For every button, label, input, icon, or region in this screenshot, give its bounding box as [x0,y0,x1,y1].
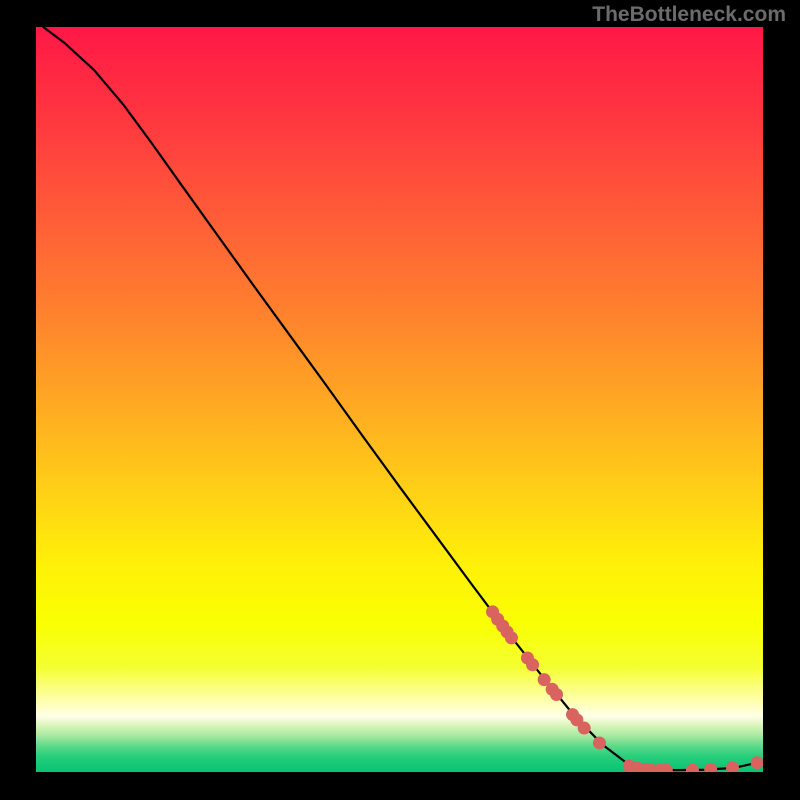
marker-dot [578,722,591,735]
plot-area [36,27,763,772]
attribution-text: TheBottleneck.com [592,3,786,27]
marker-dot [550,688,563,701]
chart-container: TheBottleneck.com [0,0,800,800]
marker-dot [751,756,763,769]
marker-dot [593,736,606,749]
marker-dot [526,658,539,671]
marker-dot [704,763,717,772]
curve-line [43,27,755,770]
marker-dot [726,761,739,772]
chart-svg [36,27,763,772]
marker-dot [505,631,518,644]
marker-dot [686,764,699,772]
